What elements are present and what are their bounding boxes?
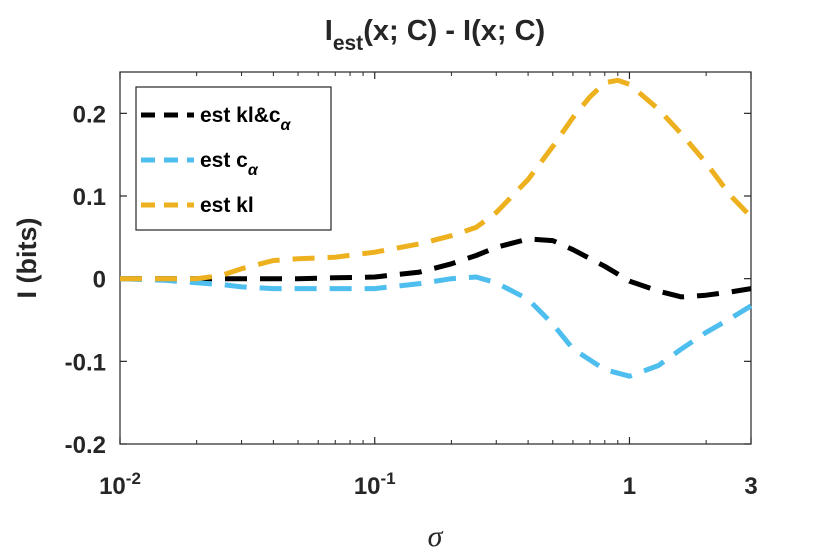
- x-axis-label: σ: [428, 520, 444, 553]
- x-tick-label: 3: [744, 473, 757, 500]
- y-tick-label: 0.1: [73, 184, 106, 211]
- series-est-kl-c-alpha: [120, 236, 752, 300]
- x-tick-label: 10-2: [99, 469, 141, 500]
- legend: est kl&cα est cα est kl: [135, 86, 332, 231]
- y-tick-label: -0.1: [65, 349, 106, 376]
- chart-title-subscript: est: [333, 32, 363, 55]
- x-tick-label: 1: [623, 473, 636, 500]
- chart-title-main: I: [325, 15, 333, 47]
- axis-ticks: 10-2 10-1 1 3 -0.2 -0.1 0 0.1 0.2: [65, 72, 758, 500]
- chart-title: Iest(x; C) - I(x; C): [325, 15, 545, 55]
- legend-label-est-c-alpha: est cα: [200, 149, 259, 179]
- y-tick-label: 0.2: [73, 101, 106, 128]
- legend-label-est-kl: est kl: [200, 194, 254, 217]
- y-tick-label: 0: [93, 267, 106, 294]
- y-tick-label: -0.2: [65, 432, 106, 459]
- y-axis-label: I (bits): [12, 218, 42, 299]
- chart-title-rest: (x; C) - I(x; C): [363, 15, 545, 47]
- x-tick-label: 10-1: [354, 469, 396, 500]
- series-lines: [119, 77, 753, 379]
- legend-label-est-kl-c-alpha: est kl&cα: [200, 104, 292, 134]
- series-est-c-alpha: [119, 274, 753, 379]
- series-est-kl: [120, 77, 753, 282]
